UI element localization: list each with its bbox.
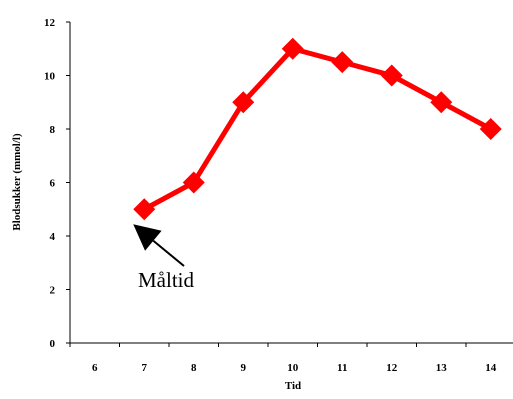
data-point: [281, 37, 304, 60]
data-point: [479, 118, 502, 140]
x-tick-label: 14: [485, 362, 497, 374]
x-tick-label: 10: [287, 362, 299, 374]
y-tick-label: 4: [50, 231, 56, 243]
annotation-arrow-line: [152, 239, 185, 267]
x-tick-label: 9: [241, 362, 247, 374]
x-tick-label: 11: [337, 362, 347, 374]
annotation: Måltid: [133, 224, 194, 292]
series-group: [133, 37, 502, 221]
y-tick-label: 12: [44, 17, 56, 29]
axes: [69, 22, 513, 344]
x-tick-label: 13: [436, 362, 448, 374]
y-tick-label: 10: [44, 71, 56, 83]
data-point: [133, 198, 156, 221]
y-tick-label: 8: [50, 124, 56, 136]
x-tick-label: 6: [92, 362, 98, 374]
y-ticks: 0 2 4 6 8 10 12: [44, 17, 70, 350]
y-tick-label: 0: [50, 338, 56, 350]
annotation-text: Måltid: [138, 268, 194, 292]
y-tick-label: 6: [50, 178, 56, 190]
x-axis-label: Tid: [285, 380, 301, 392]
x-tick-label: 12: [386, 362, 398, 374]
data-point: [331, 51, 354, 74]
data-point: [182, 171, 205, 194]
data-point: [232, 91, 255, 114]
x-ticks: 6 7 8 9 10 11 12 13 14: [69, 343, 497, 374]
annotation-arrow-head: [133, 224, 162, 251]
x-tick-label: 7: [142, 362, 148, 374]
x-tick-label: 8: [191, 362, 197, 374]
series-line: [143, 46, 492, 212]
data-point: [380, 64, 403, 87]
y-tick-label: 2: [50, 285, 56, 297]
data-point: [430, 91, 453, 114]
y-axis-label: Blodsukker (mmol/l): [11, 133, 23, 231]
